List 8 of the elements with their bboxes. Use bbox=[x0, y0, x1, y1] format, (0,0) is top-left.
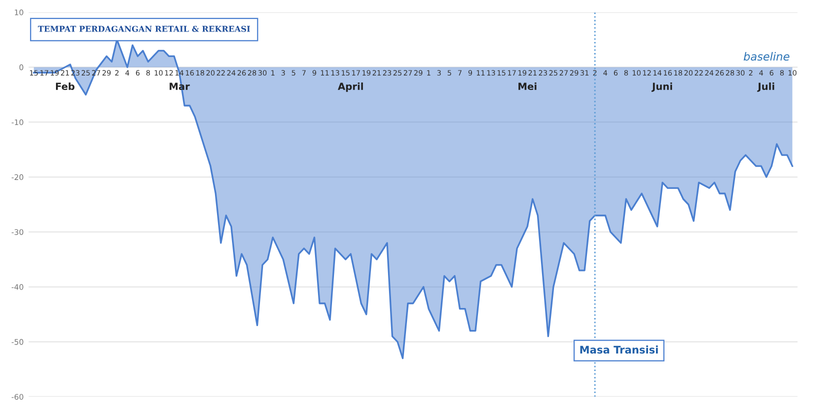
ref-line-label: Masa Transisi bbox=[580, 346, 658, 354]
text: TEMPAT PERDAGANGAN RETAIL & REKREASI bbox=[38, 26, 250, 32]
annotation: baseline bbox=[744, 52, 790, 61]
x2-tick-label: Juli bbox=[757, 82, 774, 92]
x2-tick-label: Mei bbox=[518, 82, 536, 90]
x2-tick-label: Feb bbox=[56, 82, 74, 90]
x2-tick-label: April bbox=[338, 82, 363, 92]
x2-tick-label: Juni bbox=[652, 82, 672, 92]
